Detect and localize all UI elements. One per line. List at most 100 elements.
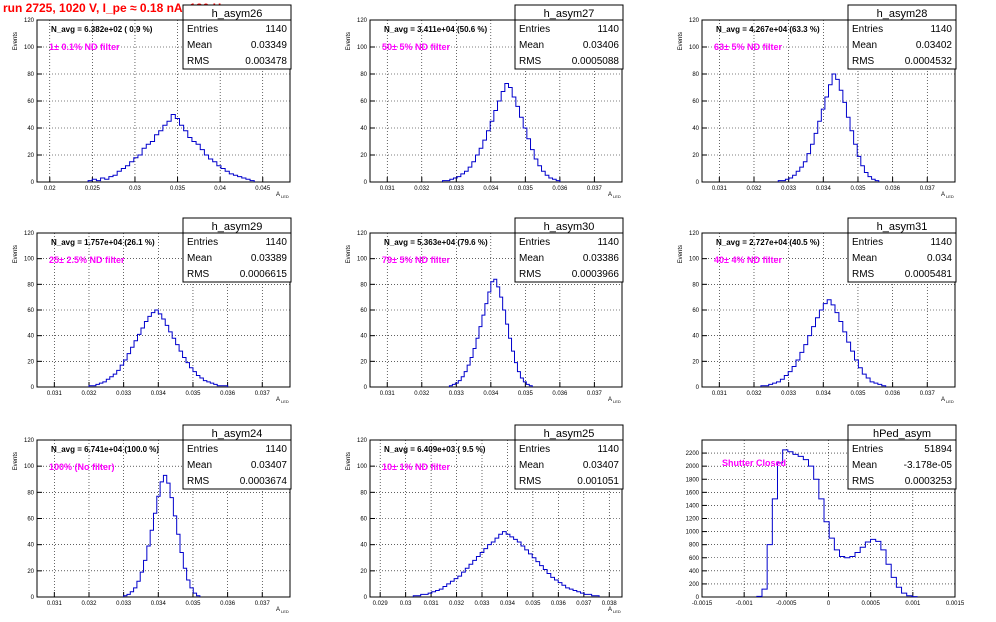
stats-box-title: h_asym27 (544, 8, 595, 20)
x-tick-label: 0.03 (400, 601, 412, 607)
y-tick-label: 100 (24, 257, 35, 263)
x-tick-label: 0.033 (781, 391, 797, 397)
y-tick-label: 0 (31, 595, 35, 601)
x-axis-label: ALED (276, 607, 289, 614)
y-tick-label: 80 (360, 72, 367, 78)
x-tick-label: 0.001 (905, 601, 921, 607)
stats-key-mean: Mean (852, 253, 877, 264)
stats-value-rms: 0.0006615 (240, 269, 288, 280)
stats-value-mean: 0.03389 (251, 253, 288, 264)
stats-key-entries: Entries (187, 444, 218, 455)
stats-value-mean: 0.03349 (251, 40, 288, 51)
x-tick-label: 0.033 (474, 601, 490, 607)
stats-value-mean: 0.03386 (583, 253, 620, 264)
stats-value-entries: 1140 (930, 237, 952, 248)
histogram-line (777, 73, 880, 182)
histogram-panel-h_asym27: 0.031 0.032 0.033 0.034 0.035 0.036 0.037 0 20 40… (346, 4, 624, 199)
x-tick-label: 0.034 (816, 391, 832, 397)
y-tick-label: 0 (31, 180, 35, 186)
stats-value-entries: 1140 (597, 24, 619, 35)
navg-label: N_avg = 6.409e+03 ( 9.5 %) (384, 445, 486, 454)
x-tick-label: 0.033 (449, 186, 465, 192)
y-tick-label: 0 (696, 385, 700, 391)
x-tick-label: 0.033 (449, 391, 465, 397)
x-tick-label: 0.035 (850, 186, 866, 192)
x-tick-label: 0.03 (129, 186, 141, 192)
filter-label: 10± 1% ND filter (382, 462, 450, 472)
stats-value-entries: 1140 (265, 237, 287, 248)
x-tick-label: 0.035 (185, 601, 201, 607)
y-tick-label: 1600 (686, 490, 700, 496)
y-axis-label: Events (346, 452, 352, 470)
navg-label: N_avg = 5.363e+04 (79.6 %) (384, 238, 488, 247)
stats-box: h_asym24 Entries 1140 Mean 0.03407 RMS 0.00036… (182, 424, 292, 490)
y-tick-label: 120 (24, 18, 35, 24)
y-tick-label: 100 (689, 45, 700, 51)
y-tick-label: 60 (360, 99, 367, 105)
y-tick-label: 800 (689, 543, 700, 549)
x-tick-label: 0.031 (47, 601, 63, 607)
y-tick-label: 600 (689, 556, 700, 562)
stats-value-rms: 0.003478 (245, 56, 287, 67)
y-tick-label: 1400 (686, 503, 700, 509)
stats-box-frame (182, 4, 292, 70)
x-tick-label: 0.035 (170, 186, 186, 192)
y-tick-label: 80 (27, 490, 34, 496)
y-tick-label: 2000 (686, 464, 700, 470)
histogram-panel-h_asym28: 0.031 0.032 0.033 0.034 0.035 0.036 0.037 0 20 40… (678, 4, 957, 199)
x-tick-label: 0.032 (414, 186, 430, 192)
x-tick-label: 0.036 (552, 391, 568, 397)
stats-value-entries: 1140 (930, 24, 952, 35)
x-tick-label: 0.034 (151, 601, 167, 607)
stats-box-title: h_asym31 (877, 221, 928, 233)
histogram-line (412, 531, 600, 597)
x-tick-label: 0.035 (525, 601, 541, 607)
y-tick-label: 80 (27, 72, 34, 78)
histogram-line (756, 449, 918, 598)
stats-key-mean: Mean (852, 40, 877, 51)
histogram-line (123, 474, 201, 597)
stats-key-rms: RMS (519, 56, 542, 67)
y-tick-label: 20 (360, 153, 367, 159)
navg-label: N_avg = 4.267e+04 (63.3 %) (716, 25, 820, 34)
navg-label: N_avg = 3.411e+04 (50.6 %) (384, 25, 488, 34)
y-tick-label: 100 (24, 464, 35, 470)
y-tick-label: 0 (696, 595, 700, 601)
x-tick-label: 0.031 (380, 391, 396, 397)
filter-label: 40± 4% ND filter (714, 255, 782, 265)
histogram-panel-h_asym29: 0.031 0.032 0.033 0.034 0.035 0.036 0.037 0 20 40… (13, 217, 292, 404)
x-tick-label: 0.025 (85, 186, 101, 192)
x-tick-label: 0.037 (576, 601, 592, 607)
stats-key-rms: RMS (187, 56, 210, 67)
x-tick-label: 0.036 (551, 601, 567, 607)
stats-key-rms: RMS (852, 476, 875, 487)
y-axis-label: Events (13, 452, 19, 470)
stats-value-rms: 0.0005481 (905, 269, 953, 280)
y-tick-label: 120 (24, 438, 35, 444)
y-axis-label: Events (346, 245, 352, 263)
stats-key-rms: RMS (187, 269, 210, 280)
stats-box-title: h_asym29 (212, 221, 263, 233)
y-tick-label: 100 (357, 257, 368, 263)
y-axis-label: Events (678, 32, 684, 50)
stats-key-rms: RMS (519, 269, 542, 280)
y-tick-label: 120 (357, 18, 368, 24)
y-tick-label: 60 (27, 99, 34, 105)
stats-box-frame (182, 424, 292, 490)
histogram-panel-hPed_asym: -0.0015 -0.001 -0.0005 0 0.0005 0.001 0.0015 0 2… (686, 424, 965, 607)
x-tick-label: 0.032 (746, 391, 762, 397)
y-tick-label: 100 (357, 45, 368, 51)
histogram-panel-h_asym25: 0.029 0.03 0.031 0.032 0.033 0.034 0.035 0.036 0… (346, 424, 624, 614)
y-tick-label: 20 (27, 153, 34, 159)
stats-value-entries: 1140 (597, 444, 619, 455)
navg-label: N_avg = 2.727e+04 (40.5 %) (716, 238, 820, 247)
histogram-line (448, 278, 533, 387)
y-tick-label: 1200 (686, 517, 700, 523)
x-tick-label: 0 (827, 601, 831, 607)
x-tick-label: 0.045 (255, 186, 271, 192)
x-tick-label: 0.034 (483, 391, 499, 397)
y-tick-label: 20 (692, 359, 699, 365)
stats-value-mean: -3.178e-05 (904, 460, 953, 471)
stats-key-entries: Entries (852, 24, 883, 35)
x-tick-label: 0.02 (44, 186, 56, 192)
